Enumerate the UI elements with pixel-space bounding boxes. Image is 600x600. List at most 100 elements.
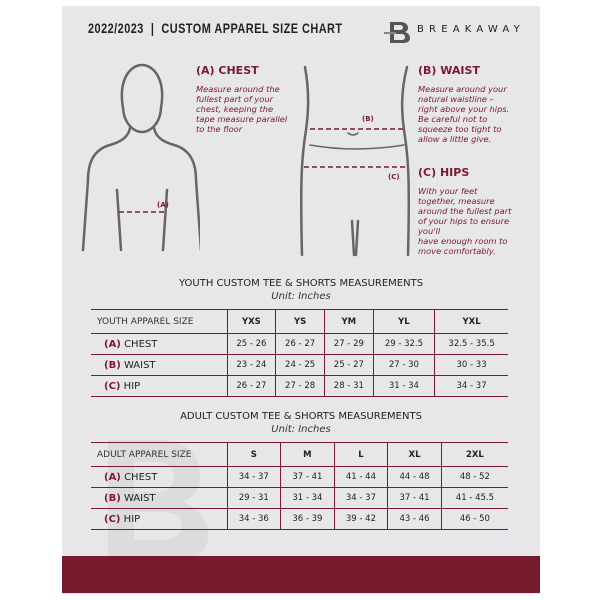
table-cell: 41 - 44 bbox=[333, 466, 388, 488]
measurement-letter: (C) bbox=[104, 513, 121, 525]
table-cell: 29 - 32.5 bbox=[372, 333, 435, 355]
measurement-name: CHEST bbox=[124, 471, 158, 483]
waist-guide: (B) WAIST Measure around your natural wa… bbox=[418, 64, 509, 144]
size-column-header: YXS bbox=[226, 309, 276, 334]
size-header: ADULT APPAREL SIZE bbox=[91, 442, 227, 467]
size-column-header: 2XL bbox=[440, 442, 508, 467]
desc-line: Measure around your bbox=[418, 84, 507, 94]
table-cell: 24 - 25 bbox=[275, 354, 325, 376]
table-cell: 34 - 36 bbox=[226, 508, 281, 530]
table-cell: 48 - 52 bbox=[440, 466, 508, 488]
chest-guide: (A) CHEST Measure around the fullest par… bbox=[196, 64, 287, 134]
adult-unit: Unit: Inches bbox=[271, 424, 331, 435]
table-row: (A) CHEST 25 - 26 26 - 27 27 - 29 29 - 32.5 3… bbox=[91, 333, 508, 355]
size-header: YOUTH APPAREL SIZE bbox=[91, 309, 227, 334]
adult-section-title: ADULT CUSTOM TEE & SHORTS MEASUREMENTS bbox=[180, 411, 422, 422]
table-cell: 41 - 45.5 bbox=[440, 487, 508, 509]
desc-line: fullest part of your bbox=[196, 94, 274, 104]
table-row: (B) WAIST 29 - 31 31 - 34 34 - 37 37 - 41 41 … bbox=[91, 487, 508, 509]
desc-line: of your hips to ensure bbox=[418, 216, 510, 226]
table-cell: 39 - 42 bbox=[333, 508, 388, 530]
measurement-label: (A) CHEST bbox=[91, 466, 227, 488]
size-column-header: YXL bbox=[434, 309, 508, 334]
page-title: 2022/2023 | CUSTOM APPAREL SIZE CHART bbox=[88, 20, 343, 36]
table-cell: 29 - 31 bbox=[226, 487, 281, 509]
table-cell: 31 - 34 bbox=[280, 487, 335, 509]
table-cell: 36 - 39 bbox=[280, 508, 335, 530]
chest-marker: (A) bbox=[157, 201, 169, 209]
desc-line: tape measure parallel bbox=[196, 114, 288, 124]
chest-description: Measure around the fullest part of your … bbox=[196, 84, 287, 134]
measurement-name: CHEST bbox=[124, 338, 158, 350]
measurement-letter: (B) bbox=[104, 492, 121, 504]
hips-guide: (C) HIPS With your feet together, measur… bbox=[418, 166, 511, 256]
size-column-header: YS bbox=[275, 309, 325, 334]
measurement-name: HIP bbox=[123, 513, 141, 525]
desc-line: chest, keeping the bbox=[196, 104, 274, 114]
measurement-letter: (A) bbox=[104, 338, 121, 350]
lower-body-figure: (B) (C) bbox=[300, 65, 411, 257]
desc-line: move comfortably. bbox=[418, 246, 496, 256]
desc-line: With your feet bbox=[418, 186, 478, 196]
footer-band bbox=[62, 556, 540, 593]
header-row: YOUTH APPAREL SIZE YXS YS YM YL YXL bbox=[91, 309, 508, 334]
measurement-label: (A) CHEST bbox=[91, 333, 227, 355]
measurement-letter: (C) bbox=[104, 380, 121, 392]
table-cell: 34 - 37 bbox=[226, 466, 281, 488]
table-cell: 23 - 24 bbox=[226, 354, 276, 376]
table-cell: 43 - 46 bbox=[387, 508, 442, 530]
table-row: (B) WAIST 23 - 24 24 - 25 25 - 27 27 - 30 30 … bbox=[91, 354, 508, 376]
desc-line: allow a little give. bbox=[418, 134, 492, 144]
table-cell: 28 - 31 bbox=[323, 375, 374, 397]
table-cell: 34 - 37 bbox=[333, 487, 388, 509]
desc-line: Be careful not to bbox=[418, 114, 488, 124]
table-cell: 25 - 27 bbox=[323, 354, 374, 376]
desc-line: natural waistline – bbox=[418, 94, 494, 104]
table-cell: 27 - 30 bbox=[372, 354, 435, 376]
table-cell: 30 - 33 bbox=[434, 354, 508, 376]
desc-line: to the floor bbox=[196, 124, 243, 134]
desc-line: you'll bbox=[418, 226, 441, 236]
table-cell: 26 - 27 bbox=[275, 333, 325, 355]
table-cell: 26 - 27 bbox=[226, 375, 276, 397]
table-row: (C) HIP 26 - 27 27 - 28 28 - 31 31 - 34 34 - … bbox=[91, 375, 508, 397]
hips-marker: (C) bbox=[388, 173, 400, 181]
breakaway-logo-icon bbox=[384, 22, 410, 43]
measurement-name: WAIST bbox=[123, 359, 156, 371]
table-cell: 37 - 41 bbox=[387, 487, 442, 509]
desc-line: Measure around the bbox=[196, 84, 280, 94]
measurement-name: HIP bbox=[123, 380, 141, 392]
desc-line: right above your hips. bbox=[418, 104, 510, 114]
brand-name: BREAKAWAY bbox=[417, 24, 525, 35]
waist-description: Measure around your natural waistline – … bbox=[418, 84, 509, 144]
upper-body-figure: (A) bbox=[81, 63, 200, 252]
hips-title: (C) HIPS bbox=[418, 166, 470, 179]
table-cell: 44 - 48 bbox=[387, 466, 442, 488]
adult-size-table: ADULT APPAREL SIZE S M L XL 2XL (A) CHEST 34 - … bbox=[91, 442, 508, 530]
header-row: ADULT APPAREL SIZE S M L XL 2XL bbox=[91, 442, 508, 467]
desc-line: around the fullest part bbox=[418, 206, 512, 216]
measurement-name: WAIST bbox=[123, 492, 156, 504]
table-cell: 46 - 50 bbox=[440, 508, 508, 530]
youth-unit: Unit: Inches bbox=[271, 291, 331, 302]
table-row: (C) HIP 34 - 36 36 - 39 39 - 42 43 - 46 46 - … bbox=[91, 508, 508, 530]
measurement-label: (B) WAIST bbox=[91, 354, 227, 376]
measurement-letter: (A) bbox=[104, 471, 121, 483]
desc-line: have enough room to bbox=[418, 236, 508, 246]
table-cell: 27 - 28 bbox=[275, 375, 325, 397]
measurement-label: (C) HIP bbox=[91, 375, 227, 397]
hips-description: With your feet together, measure around … bbox=[418, 186, 511, 256]
size-column-header: L bbox=[333, 442, 388, 467]
chest-title: (A) CHEST bbox=[196, 64, 259, 77]
desc-line: squeeze too tight to bbox=[418, 124, 502, 134]
waist-title: (B) WAIST bbox=[418, 64, 480, 77]
desc-line: together, measure bbox=[418, 196, 495, 206]
size-column-header: YL bbox=[372, 309, 435, 334]
size-column-header: XL bbox=[387, 442, 442, 467]
table-row: (A) CHEST 34 - 37 37 - 41 41 - 44 44 - 48 48 … bbox=[91, 466, 508, 488]
measurement-label: (C) HIP bbox=[91, 508, 227, 530]
table-cell: 25 - 26 bbox=[226, 333, 276, 355]
table-cell: 34 - 37 bbox=[434, 375, 508, 397]
size-column-header: M bbox=[280, 442, 335, 467]
size-column-header: YM bbox=[323, 309, 374, 334]
